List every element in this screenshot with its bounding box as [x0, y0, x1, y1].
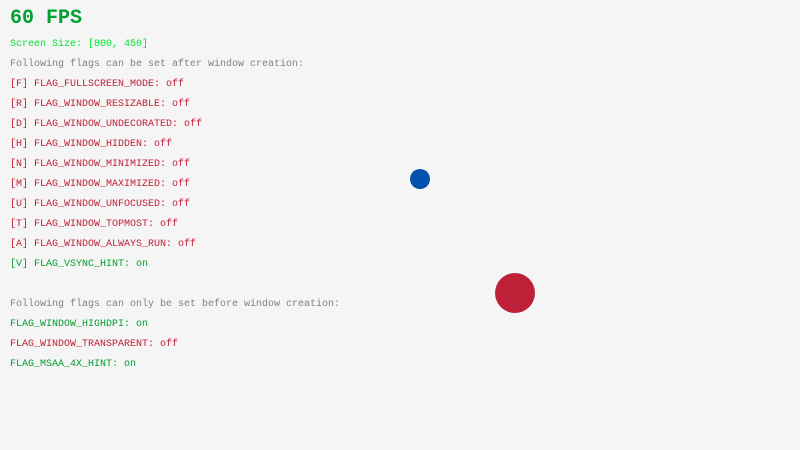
flag-row: [R] FLAG_WINDOW_RESIZABLE: off [10, 100, 190, 110]
flag-label: [D] FLAG_WINDOW_UNDECORATED: [10, 119, 185, 130]
flag-label: FLAG_MSAA_4X_HINT: [10, 359, 125, 370]
flag-value: off [160, 339, 179, 350]
fps-counter: 60 FPS [10, 7, 83, 30]
flag-value: on [136, 259, 149, 270]
after-creation-header: Following flags can be set after window … [10, 59, 305, 70]
flag-row: [A] FLAG_WINDOW_ALWAYS_RUN: off [10, 240, 196, 250]
flag-row: [H] FLAG_WINDOW_HIDDEN: off [10, 140, 172, 150]
flag-value: on [124, 359, 137, 370]
flag-row: FLAG_WINDOW_HIGHDPI: on [10, 320, 148, 330]
flag-label: [R] FLAG_WINDOW_RESIZABLE: [10, 99, 173, 110]
flag-label: FLAG_WINDOW_HIGHDPI: [10, 319, 137, 330]
flag-value: off [172, 179, 191, 190]
flag-row: [U] FLAG_WINDOW_UNFOCUSED: off [10, 200, 190, 210]
flag-label: FLAG_WINDOW_TRANSPARENT: [10, 339, 161, 350]
flag-row: FLAG_MSAA_4X_HINT: on [10, 360, 136, 370]
flag-label: [V] FLAG_VSYNC_HINT: [10, 259, 137, 270]
flag-value: off [172, 199, 191, 210]
flag-value: off [160, 219, 179, 230]
flag-value: on [136, 319, 149, 330]
flag-label: [T] FLAG_WINDOW_TOPMOST: [10, 219, 161, 230]
flag-label: [H] FLAG_WINDOW_HIDDEN: [10, 139, 155, 150]
flag-label: [M] FLAG_WINDOW_MAXIMIZED: [10, 179, 173, 190]
flag-label: [A] FLAG_WINDOW_ALWAYS_RUN: [10, 239, 179, 250]
red-ball [495, 273, 535, 313]
flag-row: [V] FLAG_VSYNC_HINT: on [10, 260, 148, 270]
flag-row: [T] FLAG_WINDOW_TOPMOST: off [10, 220, 178, 230]
flag-value: off [184, 119, 203, 130]
flag-row: [M] FLAG_WINDOW_MAXIMIZED: off [10, 180, 190, 190]
flag-value: off [172, 159, 191, 170]
flag-value: off [154, 139, 173, 150]
flag-row: [N] FLAG_WINDOW_MINIMIZED: off [10, 160, 190, 170]
flag-row: [F] FLAG_FULLSCREEN_MODE: off [10, 80, 184, 90]
flag-row: FLAG_WINDOW_TRANSPARENT: off [10, 340, 178, 350]
flag-value: off [166, 79, 185, 90]
flag-label: [U] FLAG_WINDOW_UNFOCUSED: [10, 199, 173, 210]
screen-size-label: Screen Size: [800, 450] [10, 39, 149, 50]
blue-ball [410, 169, 430, 189]
flag-label: [F] FLAG_FULLSCREEN_MODE: [10, 79, 167, 90]
before-creation-header: Following flags can only be set before w… [10, 299, 341, 310]
flag-row: [D] FLAG_WINDOW_UNDECORATED: off [10, 120, 202, 130]
flag-value: off [172, 99, 191, 110]
flag-label: [N] FLAG_WINDOW_MINIMIZED: [10, 159, 173, 170]
flag-value: off [178, 239, 197, 250]
